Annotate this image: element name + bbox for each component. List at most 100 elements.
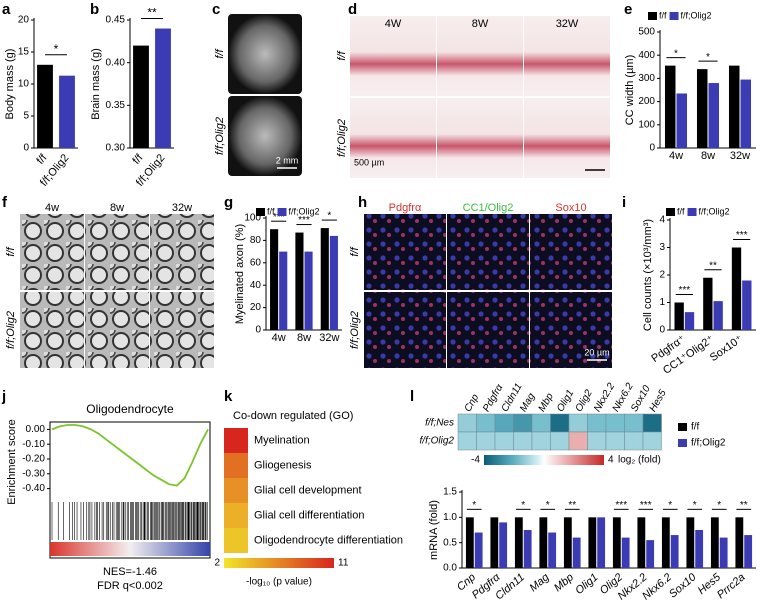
term-label: Myelination [254,434,310,446]
y-tick-label: 0.30 [106,143,126,154]
micrograph [364,214,446,290]
heat-cell [531,413,551,433]
y-axis-label: Brain mass (g) [90,48,102,120]
heat-cell [587,431,607,451]
panel-letter: i [622,194,626,211]
heat-cell [224,478,248,503]
bar [490,517,499,568]
bar [304,251,313,330]
significance-label: * [717,500,721,511]
x-tick-label: 4w [272,332,286,344]
x-tick-label: 32w [730,150,750,162]
bar [523,530,532,568]
bar [703,277,713,330]
micrograph [20,214,84,290]
bar [295,232,304,330]
column-label: 4w [45,202,59,214]
column-label: Cnp [463,392,482,414]
bar [661,517,670,568]
micrograph [364,292,446,368]
y-tick-label: 100 [244,213,261,224]
x-tick-label: Sox10 [667,571,699,601]
y-tick-label: 0.45 [106,15,126,26]
y-tick-label: 0.00 [26,424,46,435]
heat-cell [550,431,570,451]
significance-label: * [327,211,331,222]
heat-cell [476,413,496,433]
significance-label: * [693,500,697,511]
heat-cell [605,431,625,451]
bar [719,537,728,568]
term-label: Glial cell development [254,484,362,496]
column-label: 8w [110,202,124,214]
bar [37,64,53,148]
x-tick-label: f/f [34,151,50,166]
significance-label: *** [298,215,310,226]
micrograph [20,292,84,368]
y-tick-label: 0 [23,143,29,154]
heat-cell [531,431,551,451]
legend-swatch [277,208,287,216]
significance-label: * [706,52,710,63]
y-tick-label: 200 [638,96,655,107]
bar [270,229,279,330]
significance-label: *** [736,230,748,241]
y-tick-label: 40 [250,280,262,291]
panel-letter: b [90,1,99,18]
row-label: f/f [5,246,17,256]
bar [731,247,742,330]
y-tick-label: 1 [659,297,665,308]
x-tick-label: f/f [130,151,146,166]
column-label: 4W [385,18,402,30]
y-tick-label: 3 [659,242,665,253]
legend-label: f/f [677,206,685,216]
micrograph [228,96,302,176]
micrograph [524,16,610,96]
bar [597,517,606,568]
row-label: f/f [214,48,226,58]
column-label: 8W [472,18,489,30]
y-axis-label: mRNA (fold) [428,500,440,560]
bar [674,302,684,330]
panel-letter: c [212,1,220,18]
column-label: Pdgfrα [389,202,422,214]
y-tick-label: 0 [649,143,655,154]
heat-cell [224,528,248,553]
y-tick-label: 0.0 [443,563,457,574]
legend-label: f/f [267,206,275,216]
y-tick-label: 2 [659,270,665,281]
significance-label: ** [740,500,748,511]
heat-cell [494,413,514,433]
significance-label: *** [273,212,285,223]
x-tick-label: 32w [319,332,339,344]
y-axis-label: CC width (µm) [624,55,636,126]
term-label: Glial cell differentiation [254,509,364,521]
significance-label: * [472,500,476,511]
y-tick-label: 4 [659,215,665,226]
bar [744,535,753,568]
micrograph [350,16,436,96]
column-label: 32w [172,202,192,214]
y-tick-label: 5 [23,111,29,122]
y-tick-label: 300 [638,73,655,84]
micrograph [524,98,610,178]
heat-cell [494,431,514,451]
heat-cell [568,413,588,433]
rank-gradient [50,542,210,556]
colorbar-max: 4 [608,455,614,466]
y-tick-label: 100 [638,119,655,130]
bar [708,83,720,148]
y-tick-label: 0.40 [106,57,126,68]
row-label: f/f;Olig2 [420,436,455,447]
micrograph [530,214,612,290]
term-label: Oligodendrocyte differentiation [254,534,403,546]
micrograph [437,16,523,96]
bar [686,517,695,568]
significance-label: ** [147,6,157,20]
bar [329,235,338,330]
bar [735,517,744,568]
legend-label: f/f;Olig2 [691,438,726,449]
row-label: f/f [336,50,348,60]
x-tick-label: Prrc2a [715,571,748,601]
bar [713,301,723,330]
